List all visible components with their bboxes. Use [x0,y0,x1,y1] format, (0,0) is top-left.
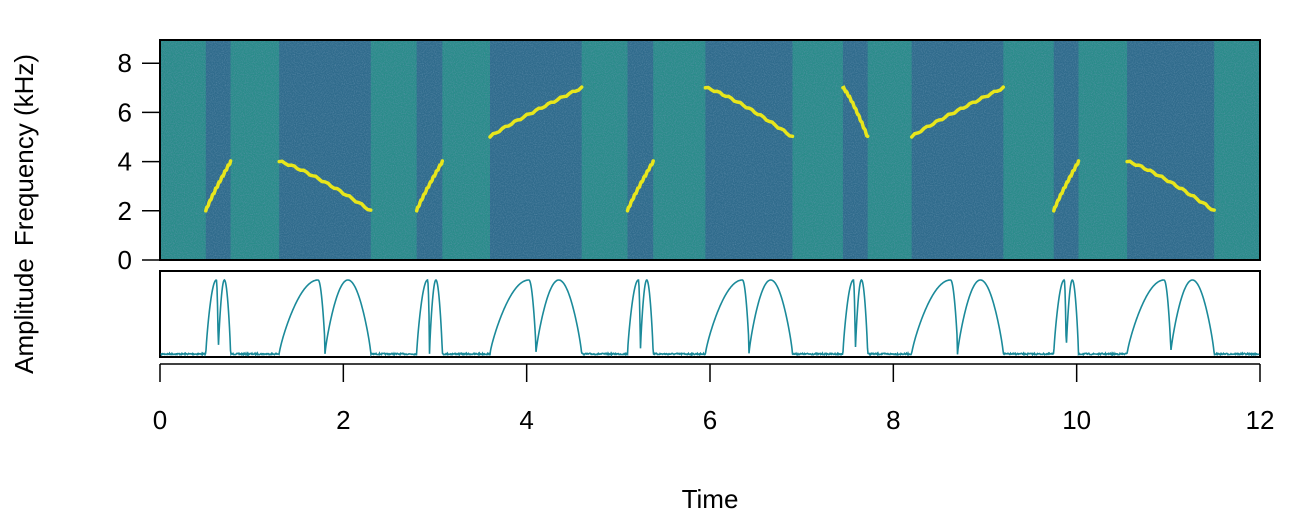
amplitude-envelope-line [160,278,1260,358]
x-axis-label: Time [682,484,739,514]
call-trace-1 [204,159,233,213]
call-trace-8 [909,85,1006,139]
x-tick-label-10: 10 [1062,405,1091,435]
call-trace-3 [414,159,445,213]
y-tick-label-4: 4 [118,147,132,177]
call-trace-10 [1125,159,1216,212]
call-trace-7 [841,85,870,139]
x-tick-label-4: 4 [519,405,533,435]
x-tick-label-6: 6 [703,405,717,435]
spectrogram-panel [159,39,1261,261]
axes: 0 2 4 6 8 0 2 4 6 8 10 12 [118,48,1275,435]
y-tick-label-8: 8 [118,48,132,78]
y-tick-label-2: 2 [118,196,132,226]
y-tick-label-0: 0 [118,245,132,275]
call-trace-2 [277,159,373,212]
y-tick-label-6: 6 [118,97,132,127]
call-trace-4 [488,85,584,139]
x-tick-label-8: 8 [886,405,900,435]
amplitude-envelope-panel [159,270,1261,358]
x-tick-label-2: 2 [336,405,350,435]
y-axis-label-amplitude: Amplitude [9,258,39,374]
spectrogram-noise [160,40,1260,260]
x-tick-label-0: 0 [153,405,167,435]
y-axis-label-frequency: Frequency (kHz) [9,54,39,246]
call-trace-5 [625,159,655,213]
spectrogram-frame [159,39,1261,261]
call-trace-9 [1052,159,1081,213]
call-trace-6 [703,85,795,139]
x-tick-label-12: 12 [1246,405,1275,435]
